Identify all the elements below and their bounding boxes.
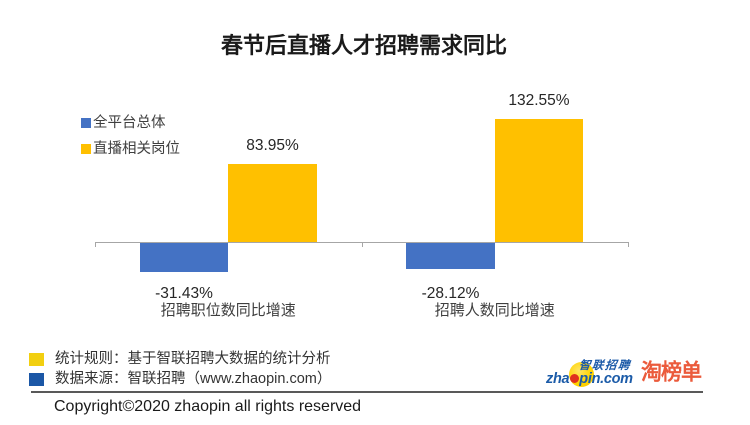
footer-note: 数据来源：智联招聘（www.zhaopin.com） (29, 370, 332, 387)
note-swatch-icon (29, 352, 44, 366)
bar-全平台总体-招聘职位数同比增速 (139, 243, 229, 273)
note-text: 数据来源：智联招聘（www.zhaopin.com） (55, 370, 332, 387)
x-axis-tick (95, 242, 96, 247)
footer-separator-line (31, 391, 703, 393)
legend-swatch-icon (81, 118, 91, 128)
category-label: 招聘人数同比增速 (434, 302, 555, 319)
zhaopin-logo: 智联招聘 zha pin.com (546, 358, 638, 388)
legend-item: 全平台总体 (81, 115, 180, 131)
bar-直播相关岗位-招聘职位数同比增速 (228, 164, 317, 242)
bar-全平台总体-招聘人数同比增速 (406, 243, 495, 269)
value-label: -28.12% (421, 284, 480, 302)
legend-label: 全平台总体 (93, 115, 166, 131)
value-label: 83.95% (246, 137, 299, 155)
zhaopin-logo-latin-text: zha pin.com (546, 371, 633, 387)
copyright-text: Copyright©2020 zhaopin all rights reserv… (54, 398, 362, 415)
footer-note: 统计规则：基于智联招聘大数据的统计分析 (29, 350, 331, 367)
note-text: 统计规则：基于智联招聘大数据的统计分析 (55, 350, 331, 367)
zhaopin-logo-latin-prefix: zha (546, 371, 570, 387)
taobangdan-logo: 淘榜单 (641, 360, 702, 385)
zhaopin-logo-latin-suffix: pin.com (579, 371, 633, 387)
legend-item: 直播相关岗位 (81, 141, 180, 157)
footer-notes: 统计规则：基于智联招聘大数据的统计分析 数据来源：智联招聘（www.zhaopin… (29, 350, 332, 392)
zhaopin-logo-red-dot-icon (569, 374, 579, 383)
legend-label: 直播相关岗位 (93, 141, 180, 157)
bar-直播相关岗位-招聘人数同比增速 (494, 119, 584, 242)
x-axis-tick (628, 242, 629, 247)
value-label: -31.43% (155, 284, 213, 302)
note-swatch-icon (29, 372, 44, 386)
legend-swatch-icon (81, 144, 91, 154)
category-label: 招聘职位数同比增速 (160, 302, 296, 319)
x-axis-tick (361, 242, 363, 247)
chart-legend: 全平台总体直播相关岗位 (81, 115, 180, 167)
value-label: 132.55% (508, 92, 570, 110)
chart-title: 春节后直播人才招聘需求同比 (220, 33, 507, 58)
